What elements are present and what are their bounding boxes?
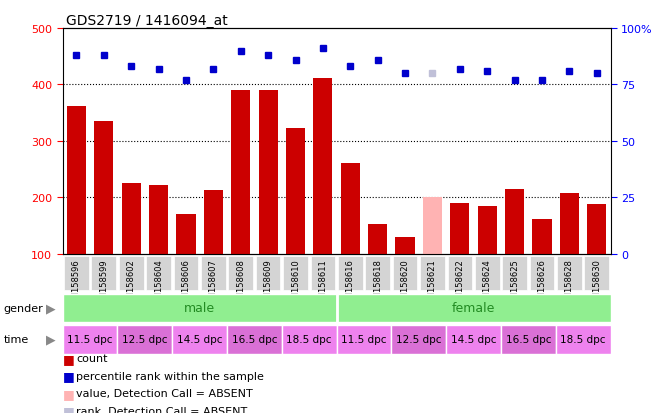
Text: GSM158616: GSM158616 xyxy=(346,259,355,310)
Text: time: time xyxy=(3,335,28,344)
Bar xyxy=(368,225,387,254)
Text: 12.5 dpc: 12.5 dpc xyxy=(122,335,168,344)
Text: 16.5 dpc: 16.5 dpc xyxy=(506,335,551,344)
FancyBboxPatch shape xyxy=(92,257,116,290)
Text: ▶: ▶ xyxy=(46,301,56,315)
Text: GSM158606: GSM158606 xyxy=(182,259,191,310)
FancyBboxPatch shape xyxy=(338,257,362,290)
Bar xyxy=(560,193,579,254)
Text: GSM158608: GSM158608 xyxy=(236,259,246,310)
FancyBboxPatch shape xyxy=(227,325,282,354)
FancyBboxPatch shape xyxy=(201,257,226,290)
Text: GSM158607: GSM158607 xyxy=(209,259,218,310)
Text: 18.5 dpc: 18.5 dpc xyxy=(286,335,332,344)
Text: GSM158599: GSM158599 xyxy=(99,259,108,309)
FancyBboxPatch shape xyxy=(174,257,198,290)
FancyBboxPatch shape xyxy=(501,325,556,354)
Text: GSM158625: GSM158625 xyxy=(510,259,519,309)
FancyBboxPatch shape xyxy=(256,257,280,290)
Text: count: count xyxy=(76,354,108,363)
Text: GSM158596: GSM158596 xyxy=(72,259,81,309)
Bar xyxy=(176,215,195,254)
Text: 11.5 dpc: 11.5 dpc xyxy=(341,335,387,344)
FancyBboxPatch shape xyxy=(557,257,581,290)
Text: gender: gender xyxy=(3,303,43,313)
FancyBboxPatch shape xyxy=(447,257,472,290)
FancyBboxPatch shape xyxy=(393,257,417,290)
Text: ■: ■ xyxy=(63,352,75,365)
FancyBboxPatch shape xyxy=(420,257,445,290)
Text: 16.5 dpc: 16.5 dpc xyxy=(232,335,277,344)
FancyBboxPatch shape xyxy=(283,257,308,290)
FancyBboxPatch shape xyxy=(446,325,501,354)
FancyBboxPatch shape xyxy=(63,325,117,354)
Bar xyxy=(395,237,414,254)
Text: GSM158611: GSM158611 xyxy=(318,259,327,309)
FancyBboxPatch shape xyxy=(337,325,391,354)
FancyBboxPatch shape xyxy=(556,325,611,354)
FancyBboxPatch shape xyxy=(366,257,390,290)
Text: female: female xyxy=(452,301,495,315)
Bar xyxy=(231,91,250,254)
Text: GSM158620: GSM158620 xyxy=(401,259,410,309)
Bar xyxy=(423,198,442,254)
Bar xyxy=(149,185,168,254)
Text: 14.5 dpc: 14.5 dpc xyxy=(177,335,222,344)
Text: rank, Detection Call = ABSENT: rank, Detection Call = ABSENT xyxy=(76,406,247,413)
Text: GSM158628: GSM158628 xyxy=(565,259,574,310)
Text: GSM158618: GSM158618 xyxy=(373,259,382,310)
Bar xyxy=(259,91,278,254)
Text: GSM158621: GSM158621 xyxy=(428,259,437,309)
Bar xyxy=(505,189,524,254)
Text: 14.5 dpc: 14.5 dpc xyxy=(451,335,496,344)
Bar xyxy=(314,78,333,254)
Text: GSM158609: GSM158609 xyxy=(263,259,273,309)
Text: GDS2719 / 1416094_at: GDS2719 / 1416094_at xyxy=(66,14,228,28)
Bar xyxy=(450,203,469,254)
FancyBboxPatch shape xyxy=(311,257,335,290)
FancyBboxPatch shape xyxy=(172,325,227,354)
Bar xyxy=(341,164,360,254)
Text: ▶: ▶ xyxy=(46,333,56,346)
Text: GSM158610: GSM158610 xyxy=(291,259,300,309)
FancyBboxPatch shape xyxy=(119,257,143,290)
Text: GSM158604: GSM158604 xyxy=(154,259,163,309)
FancyBboxPatch shape xyxy=(391,325,446,354)
FancyBboxPatch shape xyxy=(228,257,253,290)
Text: GSM158630: GSM158630 xyxy=(592,259,601,310)
FancyBboxPatch shape xyxy=(64,257,88,290)
Bar xyxy=(587,204,607,254)
Text: 11.5 dpc: 11.5 dpc xyxy=(67,335,113,344)
Text: male: male xyxy=(184,301,215,315)
Text: GSM158626: GSM158626 xyxy=(537,259,546,310)
FancyBboxPatch shape xyxy=(117,325,172,354)
FancyBboxPatch shape xyxy=(337,294,610,322)
FancyBboxPatch shape xyxy=(63,294,337,322)
Text: ■: ■ xyxy=(63,387,75,400)
Text: GSM158624: GSM158624 xyxy=(482,259,492,309)
Bar xyxy=(121,183,141,254)
FancyBboxPatch shape xyxy=(282,325,337,354)
Text: ■: ■ xyxy=(63,404,75,413)
Text: percentile rank within the sample: percentile rank within the sample xyxy=(76,371,264,381)
Bar xyxy=(533,219,552,254)
FancyBboxPatch shape xyxy=(530,257,554,290)
FancyBboxPatch shape xyxy=(147,257,171,290)
Bar xyxy=(67,107,86,254)
Text: 18.5 dpc: 18.5 dpc xyxy=(560,335,606,344)
Bar xyxy=(204,191,223,254)
Bar xyxy=(478,206,497,254)
Text: GSM158622: GSM158622 xyxy=(455,259,465,309)
Text: value, Detection Call = ABSENT: value, Detection Call = ABSENT xyxy=(76,388,253,398)
Bar xyxy=(286,129,305,254)
Text: 12.5 dpc: 12.5 dpc xyxy=(396,335,442,344)
FancyBboxPatch shape xyxy=(475,257,500,290)
Bar xyxy=(94,122,114,254)
FancyBboxPatch shape xyxy=(585,257,609,290)
Text: ■: ■ xyxy=(63,369,75,382)
FancyBboxPatch shape xyxy=(502,257,527,290)
Text: GSM158602: GSM158602 xyxy=(127,259,136,309)
